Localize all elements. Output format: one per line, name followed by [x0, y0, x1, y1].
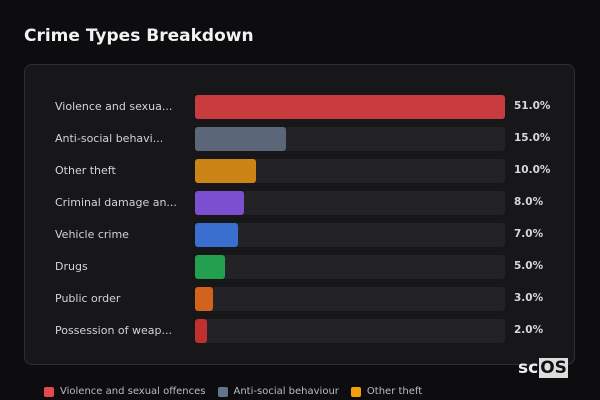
category-label: Anti-social behavi... [55, 132, 164, 145]
bar-row: Criminal damage an... 8.0% [25, 191, 574, 215]
value-label: 8.0% [514, 196, 544, 208]
chart-title: Crime Types Breakdown [24, 26, 254, 46]
category-label: Drugs [55, 260, 88, 273]
value-label: 15.0% [514, 132, 551, 144]
bar-track [195, 159, 505, 183]
bar-track [195, 287, 505, 311]
bar-track [195, 191, 505, 215]
bar-row: Public order 3.0% [25, 287, 574, 311]
bar[interactable] [195, 255, 226, 279]
bar-row: Anti-social behavi... 15.0% [25, 127, 574, 151]
bar-track [195, 127, 505, 151]
bar-track [195, 95, 505, 119]
legend-label: Anti-social behaviour [233, 386, 339, 397]
chart-card: Violence and sexua... 51.0% Anti-social b… [24, 64, 575, 365]
bar[interactable] [195, 319, 208, 343]
category-label: Public order [55, 292, 121, 305]
value-label: 10.0% [514, 164, 551, 176]
value-label: 2.0% [514, 324, 544, 336]
value-label: 7.0% [514, 228, 544, 240]
legend-label: Other theft [366, 386, 423, 397]
legend-item[interactable]: Anti-social behaviour [217, 386, 339, 397]
category-label: Vehicle crime [55, 228, 129, 241]
bar-row: Drugs 5.0% [25, 255, 574, 279]
legend-swatch [350, 386, 361, 397]
bar-row: Violence and sexua... 51.0% [25, 95, 574, 119]
bar-row: Possession of weap... 2.0% [25, 319, 574, 343]
category-label: Other theft [55, 164, 116, 177]
bar[interactable] [195, 159, 256, 183]
bar[interactable] [195, 223, 238, 247]
logo-text-b: OS [539, 358, 568, 378]
legend-item[interactable]: Violence and sexual offences [44, 386, 206, 397]
bar[interactable] [195, 191, 244, 215]
value-label: 51.0% [514, 100, 551, 112]
legend: Violence and sexual offences Anti-social … [44, 386, 422, 397]
category-label: Criminal damage an... [55, 196, 177, 209]
bar[interactable] [195, 127, 287, 151]
bar-track [195, 255, 505, 279]
legend-label: Violence and sexual offences [60, 386, 206, 397]
bar-row: Vehicle crime 7.0% [25, 223, 574, 247]
bar-track [195, 319, 505, 343]
legend-swatch [217, 386, 228, 397]
value-label: 5.0% [514, 260, 544, 272]
category-label: Violence and sexua... [55, 100, 173, 113]
category-label: Possession of weap... [55, 324, 172, 337]
logo-text-a: sc [518, 358, 539, 378]
bar[interactable] [195, 287, 214, 311]
bar-row: Other theft 10.0% [25, 159, 574, 183]
value-label: 3.0% [514, 292, 544, 304]
bar-track [195, 223, 505, 247]
legend-swatch [44, 386, 54, 397]
logo: sc OS [517, 358, 568, 378]
bar[interactable] [195, 95, 505, 119]
legend-item[interactable]: Other theft [350, 386, 423, 397]
